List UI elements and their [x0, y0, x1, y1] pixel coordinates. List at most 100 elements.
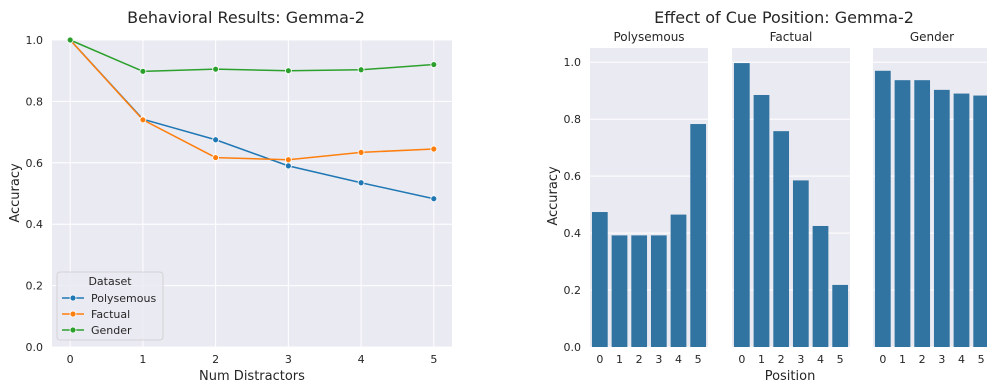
- x-tick-label: 2: [212, 353, 219, 366]
- panel-background: [590, 48, 708, 347]
- x-axis-label-right: Position: [765, 369, 816, 383]
- x-tick-label: 1: [899, 353, 906, 366]
- point-factual: [357, 148, 365, 156]
- y-tick-label: 0.2: [26, 280, 44, 293]
- x-tick-label: 0: [879, 353, 886, 366]
- x-tick-label: 3: [797, 353, 804, 366]
- point-gender: [284, 67, 292, 75]
- x-tick-label: 1: [139, 353, 146, 366]
- point-factual: [284, 156, 292, 164]
- y-tick-label: 1.0: [564, 56, 582, 69]
- y-tick-label: 0.4: [564, 227, 582, 240]
- line-factual: [69, 39, 434, 161]
- x-tick-label: 5: [695, 353, 702, 366]
- grid-left: [52, 39, 452, 348]
- y-tick-label: 0.0: [564, 341, 582, 354]
- bar: [874, 70, 891, 348]
- point-gender: [212, 65, 220, 73]
- y-tick-label: 1.0: [26, 34, 44, 47]
- x-tick-label: 3: [285, 353, 292, 366]
- bar: [973, 95, 987, 347]
- y-tick-label: 0.4: [26, 218, 44, 231]
- bar: [894, 80, 911, 347]
- y-tick-label: 0.6: [26, 157, 44, 170]
- bar: [631, 235, 648, 347]
- y-axis-label-left: Accuracy: [8, 163, 23, 223]
- x-tick-label: 2: [919, 353, 926, 366]
- x-tick-label: 5: [430, 353, 437, 366]
- x-tick-label: 0: [738, 353, 745, 366]
- point-gender: [139, 67, 147, 75]
- panel-title: Factual: [770, 30, 813, 44]
- panel-gender: Gender 0 1 2 3 4 5: [873, 30, 987, 366]
- bar: [733, 63, 750, 348]
- panel-title: Polysemous: [613, 30, 684, 44]
- legend-marker-polysemous: [69, 294, 77, 302]
- x-tick-label: 4: [817, 353, 824, 366]
- x-tick-label: 2: [636, 353, 643, 366]
- panel-title: Gender: [910, 30, 954, 44]
- legend-marker-factual: [69, 310, 77, 318]
- point-factual: [430, 145, 438, 153]
- bar: [792, 180, 809, 347]
- x-tick-label: 3: [938, 353, 945, 366]
- point-gender: [430, 61, 438, 68]
- y-ticks-left: 0.0 0.2 0.4 0.6 0.8 1.0: [26, 34, 44, 354]
- chart-title-left: Behavioral Results: Gemma-2: [127, 8, 365, 27]
- y-ticks-right: 0.0 0.2 0.4 0.6 0.8 1.0: [564, 56, 582, 354]
- point-factual: [212, 154, 220, 161]
- point-polysemous: [284, 162, 292, 170]
- legend-box: [56, 271, 164, 341]
- point-polysemous: [357, 179, 365, 187]
- point-polysemous: [430, 195, 438, 203]
- line-gender: [69, 39, 434, 73]
- bar: [933, 89, 950, 348]
- bar: [753, 94, 770, 347]
- bar: [650, 235, 667, 347]
- legend-label-polysemous: Polysemous: [91, 292, 156, 305]
- legend-label-factual: Factual: [91, 308, 130, 321]
- x-tick-label: 0: [596, 353, 603, 366]
- x-tick-label: 4: [958, 353, 965, 366]
- panel-polysemous: Polysemous 0 1 2 3 4 5: [590, 30, 708, 366]
- x-tick-label: 4: [358, 353, 365, 366]
- y-tick-label: 0.8: [564, 113, 582, 126]
- legend-title: Dataset: [88, 275, 132, 288]
- x-tick-label: 5: [837, 353, 844, 366]
- y-tick-label: 0.0: [26, 341, 44, 354]
- legend: Dataset Polysemous Factual Gender: [56, 271, 164, 341]
- x-ticks-left: 0 1 2 3 4 5: [67, 353, 438, 366]
- x-tick-label: 1: [758, 353, 765, 366]
- y-axis-label-right: Accuracy: [546, 166, 561, 226]
- bar: [953, 93, 970, 347]
- legend-label-gender: Gender: [91, 324, 132, 337]
- y-tick-label: 0.2: [564, 284, 582, 297]
- chart-title-right: Effect of Cue Position: Gemma-2: [654, 8, 914, 27]
- legend-marker-gender: [69, 326, 77, 334]
- bar: [670, 214, 687, 347]
- bar: [914, 80, 931, 347]
- y-tick-label: 0.6: [564, 170, 582, 183]
- bar: [591, 212, 608, 347]
- x-tick-label: 3: [655, 353, 662, 366]
- point-factual: [139, 116, 147, 124]
- point-polysemous: [212, 136, 220, 144]
- bar: [812, 225, 829, 347]
- series-gender: [66, 36, 438, 75]
- x-tick-label: 1: [616, 353, 623, 366]
- x-tick-label: 5: [978, 353, 985, 366]
- point-gender: [357, 66, 365, 74]
- bar: [832, 284, 849, 347]
- panel-factual: Factual 0 1 2 3 4 5: [732, 30, 850, 366]
- point-gender: [66, 36, 74, 44]
- lines-left: [66, 36, 438, 203]
- x-tick-label: 0: [67, 353, 74, 366]
- panel-background: [732, 48, 850, 347]
- bar: [690, 124, 707, 347]
- bar: [611, 235, 628, 347]
- x-tick-label: 2: [778, 353, 785, 366]
- y-tick-label: 0.8: [26, 95, 44, 108]
- x-tick-label: 4: [675, 353, 682, 366]
